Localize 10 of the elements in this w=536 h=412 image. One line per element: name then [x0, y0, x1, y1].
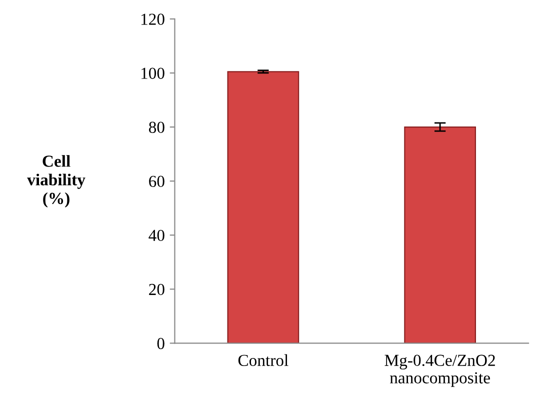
y-tick-label: 120 [141, 14, 164, 25]
y-tick-label: 20 [149, 284, 164, 296]
y-tick-label: 60 [149, 176, 164, 188]
y-tick-label: 0 [157, 338, 164, 350]
x-tick-label: Control [238, 354, 288, 366]
y-axis-title: Cell viability (%) [27, 155, 86, 208]
y-tick-label: 80 [148, 122, 164, 133]
y-tick-label: 40 [148, 230, 164, 242]
y-tick-label: 100 [141, 68, 164, 79]
x-tick-label: Mg-0.4Ce/ZnO2 nanocomposite [384, 354, 495, 387]
